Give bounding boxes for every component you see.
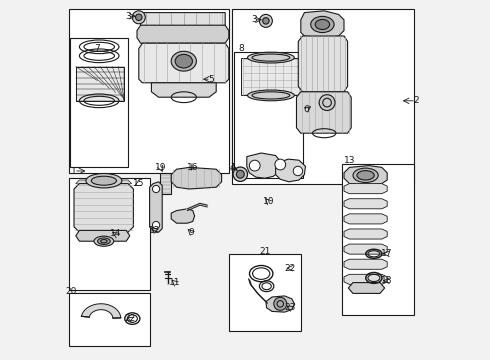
Ellipse shape	[315, 19, 330, 30]
Circle shape	[249, 160, 260, 171]
Circle shape	[136, 14, 142, 21]
Text: 3: 3	[251, 15, 257, 24]
Ellipse shape	[86, 174, 122, 188]
Polygon shape	[296, 92, 351, 133]
Polygon shape	[344, 229, 387, 239]
Ellipse shape	[94, 236, 114, 246]
Text: 13: 13	[343, 156, 355, 165]
Text: 5: 5	[208, 75, 214, 84]
Text: 8: 8	[239, 44, 245, 53]
Circle shape	[275, 159, 286, 170]
Text: 22: 22	[124, 314, 135, 323]
Ellipse shape	[175, 54, 193, 68]
Text: 21: 21	[259, 248, 270, 256]
Polygon shape	[81, 304, 121, 318]
Ellipse shape	[98, 238, 110, 244]
Polygon shape	[348, 283, 385, 293]
Circle shape	[274, 297, 287, 310]
Polygon shape	[76, 197, 132, 202]
Ellipse shape	[357, 171, 374, 180]
Polygon shape	[76, 180, 132, 184]
Polygon shape	[149, 182, 162, 232]
Bar	[69, 293, 149, 346]
Polygon shape	[76, 230, 130, 241]
Text: 3: 3	[125, 12, 131, 21]
Text: 10: 10	[263, 197, 274, 206]
Polygon shape	[242, 58, 301, 95]
Polygon shape	[139, 43, 229, 83]
Text: 6: 6	[303, 105, 309, 114]
Circle shape	[233, 167, 247, 181]
Bar	[229, 254, 301, 331]
Polygon shape	[74, 184, 133, 232]
Text: 19: 19	[155, 163, 166, 172]
Circle shape	[152, 185, 160, 193]
Circle shape	[293, 166, 303, 176]
Text: 15: 15	[133, 179, 145, 188]
Polygon shape	[344, 199, 387, 209]
Polygon shape	[344, 166, 387, 185]
Circle shape	[259, 14, 272, 27]
Text: 18: 18	[381, 276, 393, 285]
Polygon shape	[344, 184, 387, 194]
Text: 12: 12	[149, 226, 161, 235]
Polygon shape	[171, 209, 195, 223]
Circle shape	[319, 95, 335, 111]
Circle shape	[263, 18, 269, 24]
Polygon shape	[344, 259, 387, 269]
Polygon shape	[160, 173, 171, 194]
Polygon shape	[275, 159, 305, 182]
Bar	[232, 9, 414, 184]
Polygon shape	[76, 193, 132, 197]
Bar	[234, 52, 303, 178]
Bar	[342, 164, 414, 315]
Polygon shape	[266, 296, 294, 312]
Polygon shape	[344, 274, 387, 284]
Text: 11: 11	[169, 278, 180, 287]
Circle shape	[152, 221, 160, 229]
Text: 22: 22	[284, 264, 295, 273]
Ellipse shape	[91, 176, 117, 185]
Polygon shape	[298, 36, 347, 92]
Ellipse shape	[171, 51, 196, 71]
Text: 14: 14	[110, 230, 121, 239]
Text: 7: 7	[95, 44, 100, 53]
Text: 1: 1	[71, 166, 77, 175]
Bar	[69, 9, 229, 173]
Ellipse shape	[247, 52, 294, 63]
Polygon shape	[137, 25, 229, 43]
Polygon shape	[247, 153, 281, 178]
Polygon shape	[344, 214, 387, 224]
Ellipse shape	[311, 16, 334, 32]
Circle shape	[132, 11, 145, 24]
Text: 23: 23	[284, 303, 295, 312]
Polygon shape	[151, 83, 216, 97]
Text: 9: 9	[188, 228, 194, 237]
Polygon shape	[76, 189, 132, 193]
Polygon shape	[141, 13, 225, 29]
Circle shape	[236, 170, 245, 178]
Bar	[69, 178, 149, 290]
Text: 20: 20	[66, 287, 77, 296]
Ellipse shape	[247, 90, 294, 101]
Text: 16: 16	[187, 163, 198, 172]
Ellipse shape	[353, 168, 378, 183]
Polygon shape	[76, 184, 132, 189]
Bar	[71, 38, 128, 167]
Text: 17: 17	[381, 249, 393, 258]
Polygon shape	[301, 11, 344, 38]
Polygon shape	[76, 67, 124, 101]
Polygon shape	[344, 244, 387, 254]
Polygon shape	[171, 167, 221, 189]
Text: 2: 2	[413, 96, 419, 105]
Text: 4: 4	[230, 163, 235, 172]
